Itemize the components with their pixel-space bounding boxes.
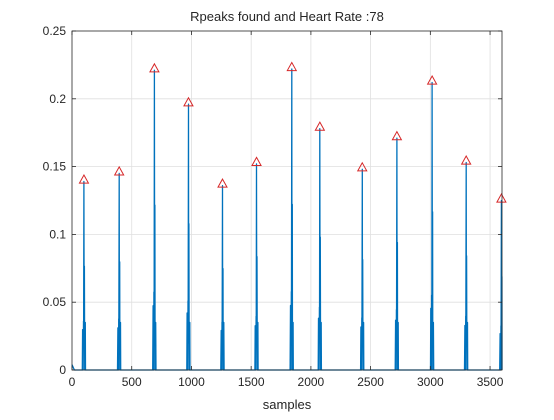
y-tick-label: 0 [59,363,66,377]
y-tick-label: 0.2 [49,92,66,106]
chart-title: Rpeaks found and Heart Rate :78 [190,9,384,24]
x-axis-label: samples [263,397,312,412]
x-tick-label: 1500 [238,375,265,389]
y-tick-label: 0.05 [43,295,67,309]
rpeak-marker [286,61,298,72]
rpeak-marker [183,96,194,107]
plot-area [72,31,502,370]
rpeak-marker [113,165,125,176]
rpeak-marker [78,173,90,184]
y-axis-ticks: 0 0.05 0.1 0.15 0.2 0.25 [43,24,502,377]
x-tick-label: 3000 [417,375,444,389]
rpeak-marker [356,161,368,172]
rpeak-marker [426,74,438,85]
x-tick-label: 1000 [178,375,205,389]
rpeak-marker [460,155,472,165]
x-axis-ticks: 0 500 1000 1500 2000 2500 3000 3500 [69,31,504,389]
rpeak-marker [251,156,262,166]
y-tick-label: 0.25 [43,24,67,38]
x-tick-label: 3500 [477,375,504,389]
x-tick-label: 0 [69,375,76,389]
rpeak-marker [149,62,160,73]
y-tick-label: 0.1 [49,227,66,241]
rpeak-marker [496,192,507,203]
x-tick-label: 2500 [357,375,384,389]
x-tick-label: 500 [122,375,142,389]
plot-border [71,30,503,371]
rpeak-marker [314,121,326,131]
rpeak-marker [217,178,228,188]
y-tick-label: 0.15 [43,160,67,174]
x-tick-label: 2000 [298,375,325,389]
grid [72,31,502,370]
rpeak-markers [78,61,507,203]
rpeak-marker [391,130,403,141]
